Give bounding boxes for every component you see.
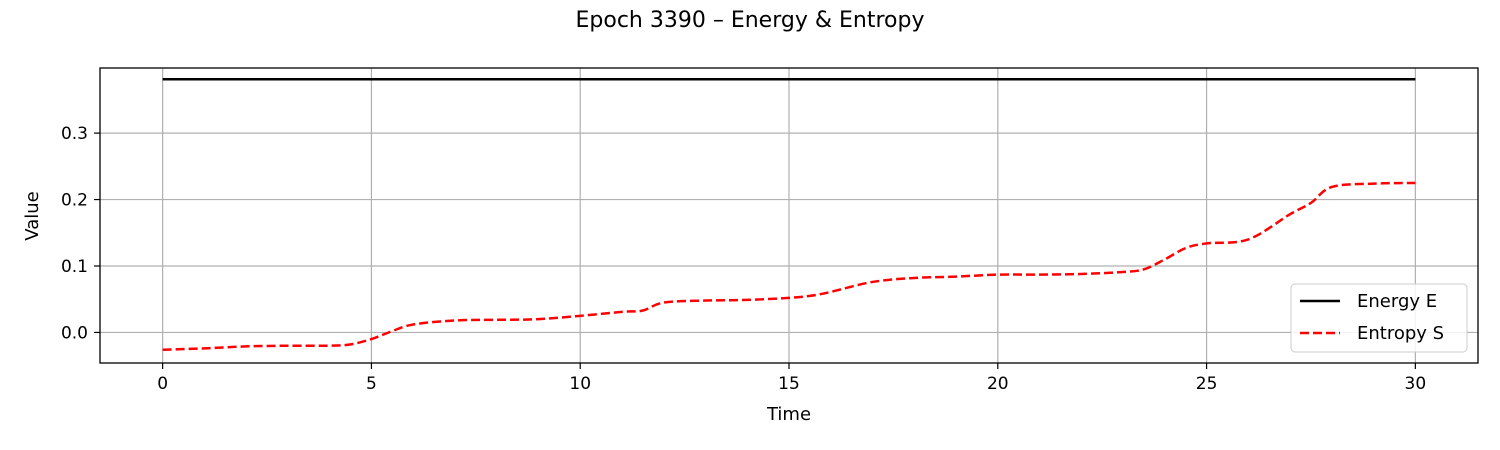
x-axis-label: Time: [766, 404, 811, 425]
x-tick-label: 15: [778, 374, 800, 394]
x-tick-label: 20: [987, 374, 1009, 394]
x-tick-label: 5: [366, 374, 377, 394]
legend-label-entropy: Entropy S: [1357, 323, 1444, 344]
x-tick-label: 30: [1405, 374, 1427, 394]
grid-lines: [100, 68, 1478, 363]
y-tick-label: 0.3: [61, 124, 88, 144]
x-tick-label: 25: [1196, 374, 1218, 394]
y-tick-label: 0.0: [61, 323, 88, 343]
y-tick-label: 0.1: [61, 257, 88, 277]
chart-title: Epoch 3390 – Energy & Entropy: [576, 8, 925, 33]
axis-ticks: 0 5 10 15 20 25 30 0.0 0.1 0.2 0.3: [61, 124, 1426, 394]
legend-label-energy: Energy E: [1357, 291, 1437, 312]
series-line-entropy: [162, 181, 1416, 351]
x-tick-label: 0: [157, 374, 168, 394]
x-tick-label: 10: [569, 374, 591, 394]
series-layer: [162, 78, 1416, 351]
y-tick-label: 0.2: [61, 191, 88, 211]
legend: Energy E Entropy S: [1290, 283, 1468, 353]
y-axis-label: Value: [22, 191, 43, 240]
